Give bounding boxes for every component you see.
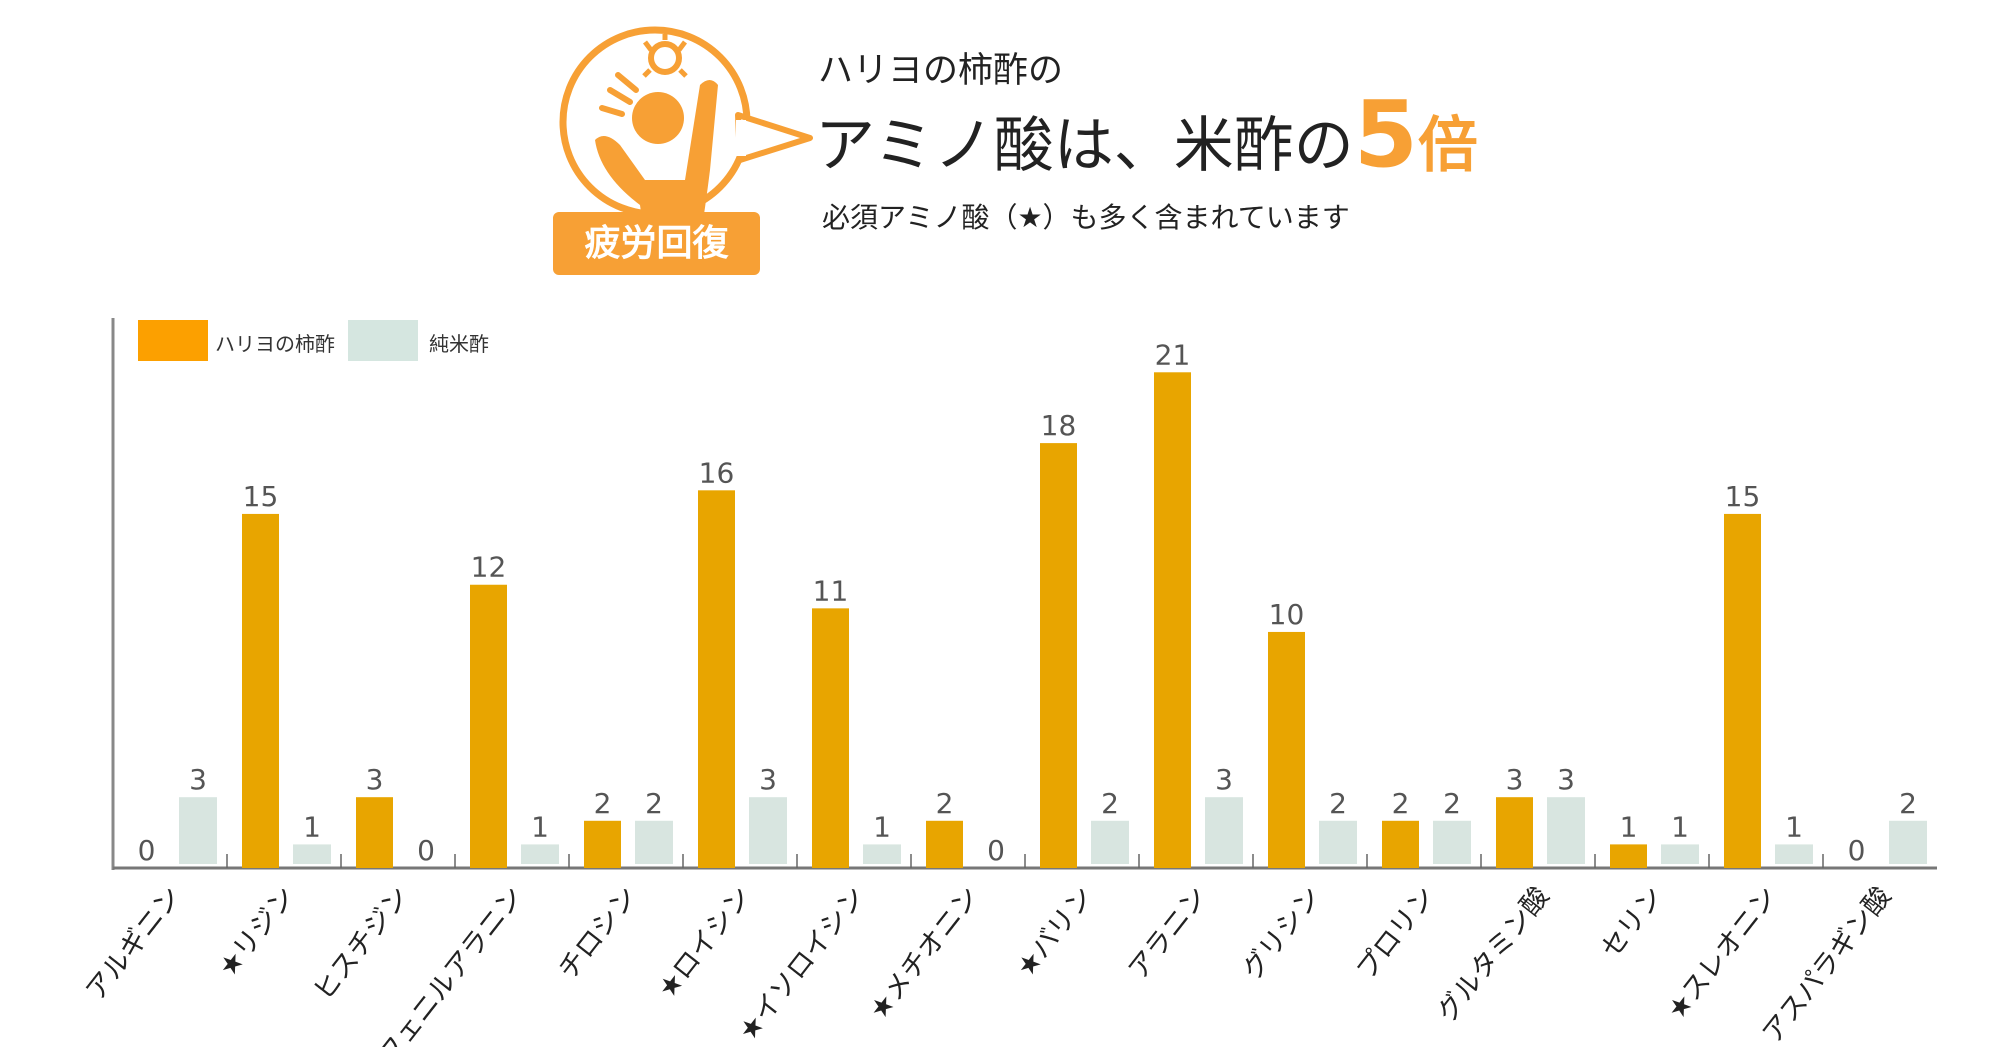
- x-tick-label: セリン: [1595, 881, 1669, 964]
- x-tick-label: プロリン: [1351, 881, 1442, 985]
- data-label: 3: [1215, 763, 1233, 796]
- bar-kome: [521, 844, 559, 864]
- bar-kaki: [584, 820, 621, 868]
- data-label: 1: [303, 810, 321, 843]
- supertitle: ハリヨの柿酢の: [818, 51, 1064, 91]
- subtitle: 必須アミノ酸（★）も多く含まれています: [822, 201, 1350, 234]
- bar-kaki: [1154, 372, 1191, 868]
- x-tick-label: アラニン: [1123, 881, 1214, 985]
- x-tick-label: ★メチオニン: [863, 881, 985, 1026]
- x-tick-label: グルタミン酸: [1431, 881, 1555, 1028]
- bar-kaki: [356, 797, 393, 868]
- data-label: 12: [471, 551, 507, 584]
- data-label: 2: [1899, 787, 1917, 820]
- data-label: 1: [531, 810, 549, 843]
- x-tick-label: ★バリン: [1010, 881, 1099, 983]
- title-main: アミノ酸は、米酢の: [815, 111, 1354, 181]
- fatigue-recovery-logo: [559, 26, 813, 240]
- bar-kome: [863, 844, 901, 864]
- bar-kome: [1661, 844, 1699, 864]
- data-label: 3: [1557, 763, 1575, 796]
- bar-kome: [179, 797, 217, 864]
- page-title: アミノ酸は、米酢の5倍: [815, 89, 1478, 186]
- bar-kome: [749, 797, 787, 864]
- data-label: 1: [1620, 810, 1638, 843]
- x-tick-label: ★リジン: [212, 881, 301, 983]
- bar-kome: [1889, 820, 1927, 864]
- x-tick-label: グリシン: [1237, 881, 1328, 985]
- bar-kome: [293, 844, 331, 864]
- data-label: 3: [189, 763, 207, 796]
- legend-label-kome: 純米酢: [429, 332, 489, 356]
- data-label: 2: [645, 787, 663, 820]
- legend-swatch-kaki: [138, 320, 208, 361]
- data-label: 3: [1506, 763, 1524, 796]
- bar-kaki: [1040, 443, 1077, 868]
- bar-kome: [1205, 797, 1243, 864]
- data-label: 15: [1725, 480, 1761, 513]
- data-label: 1: [1671, 810, 1689, 843]
- data-label: 2: [1329, 787, 1347, 820]
- data-label: 3: [366, 763, 384, 796]
- x-tick-label: ★ロイシン: [652, 881, 758, 1004]
- data-label: 2: [1443, 787, 1461, 820]
- bar-kome: [1319, 820, 1357, 864]
- title-number: 5: [1353, 81, 1418, 188]
- data-label: 0: [987, 834, 1005, 867]
- x-tick-label: アルギニン: [80, 881, 187, 1006]
- data-label: 2: [936, 787, 954, 820]
- data-label: 2: [1392, 787, 1410, 820]
- bar-kaki: [1382, 820, 1419, 868]
- bar-kome: [1547, 797, 1585, 864]
- data-label: 15: [243, 480, 279, 513]
- bar-kaki: [926, 820, 963, 868]
- data-label: 1: [1785, 810, 1803, 843]
- data-label: 10: [1269, 598, 1305, 631]
- data-label: 0: [417, 834, 435, 867]
- data-label: 21: [1155, 338, 1191, 371]
- data-label: 0: [1848, 834, 1866, 867]
- data-label: 16: [699, 456, 735, 489]
- bar-kome: [635, 820, 673, 864]
- x-tick-label: ヒスチジン: [308, 881, 416, 1006]
- bar-kome: [1775, 844, 1813, 864]
- x-tick-label: ★イソロイシン: [732, 881, 871, 1047]
- bar-kaki: [1496, 797, 1533, 868]
- x-tick-label: チロシン: [553, 881, 644, 985]
- badge: 疲労回復: [553, 212, 760, 275]
- data-label: 1: [873, 810, 891, 843]
- data-label: 18: [1041, 409, 1077, 442]
- data-label: 11: [813, 574, 849, 607]
- bar-kaki: [242, 513, 279, 868]
- bar-kome: [1433, 820, 1471, 864]
- data-label: 2: [1101, 787, 1119, 820]
- x-tick-label: ★スレオニン: [1661, 881, 1783, 1026]
- data-label: 3: [759, 763, 777, 796]
- bar-kaki: [470, 584, 507, 868]
- bar-kaki: [1724, 513, 1761, 868]
- bar-kaki: [698, 490, 735, 868]
- data-label: 0: [138, 834, 156, 867]
- data-label: 2: [594, 787, 612, 820]
- legend-label-kaki: ハリヨの柿酢: [215, 332, 335, 356]
- bar-kome: [1091, 820, 1129, 864]
- title-suffix: 倍: [1417, 111, 1478, 181]
- legend-swatch-kome: [348, 320, 418, 361]
- bar-kaki: [1268, 631, 1305, 868]
- bar-kaki: [812, 608, 849, 868]
- bar-kaki: [1610, 844, 1647, 868]
